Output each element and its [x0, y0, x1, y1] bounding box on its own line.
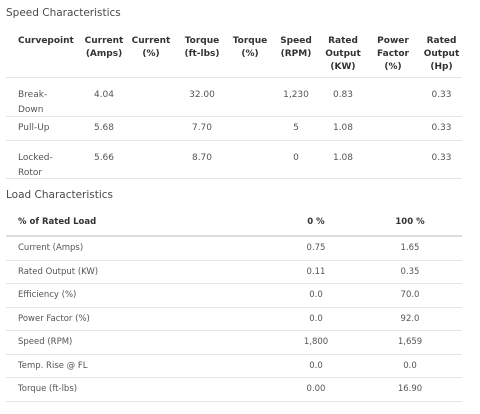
load-row-value-100: 92.0: [400, 313, 420, 324]
load-characteristics-title: Load Characteristics: [6, 189, 114, 201]
cell-speed-rpm: 5: [293, 123, 299, 133]
load-table-row: Current (Amps) 0.75 1.65: [6, 237, 462, 261]
load-row-value-100: 1,659: [397, 337, 423, 347]
load-row-value-0: 0.0: [309, 290, 323, 300]
cell-rated-output-hp: 0.33: [431, 90, 452, 100]
cell-rated-output-hp: 0.33: [431, 123, 452, 133]
cell-curvepoint: Break- Down: [18, 90, 48, 115]
load-table-row: Temp. Rise @ FL 0.0 0.0: [6, 355, 462, 378]
load-characteristics-table: % of Rated Load 0 % 100 % Current (Amps)…: [6, 210, 462, 402]
load-table-row: Speed (RPM) 1,800 1,659: [6, 331, 462, 355]
load-row-value-0: 1,800: [303, 337, 329, 347]
load-header-label: % of Rated Load: [18, 217, 97, 227]
load-row-label: Power Factor (%): [18, 313, 90, 324]
header-torque-pct: Torque (%): [232, 36, 268, 59]
load-row-label: Torque (ft-lbs): [18, 384, 78, 394]
cell-rated-output-hp: 0.33: [431, 153, 452, 163]
cell-torque-ftlbs: 8.70: [191, 153, 213, 163]
load-row-label: Efficiency (%): [18, 290, 77, 300]
cell-rated-output-kw: 1.08: [332, 123, 354, 133]
load-table-row: Torque (ft-lbs) 0.00 16.90: [6, 378, 462, 402]
load-row-value-100: 70.0: [400, 290, 420, 300]
load-header-col1: 100 %: [395, 217, 425, 227]
cell-torque-ftlbs: 7.70: [191, 123, 213, 133]
cell-speed-rpm: 0: [293, 153, 299, 163]
cell-rated-output-kw: 0.83: [332, 90, 354, 100]
load-table-row: Rated Output (KW) 0.11 0.35: [6, 261, 462, 284]
cell-rated-output-kw: 1.08: [332, 153, 354, 163]
header-current-amps: Current (Amps): [84, 36, 124, 59]
speed-table-row: Locked- Rotor 5.66 8.70 0 1.08 0.33: [6, 141, 462, 179]
header-torque-ftlbs: Torque (ft-lbs): [184, 36, 220, 59]
speed-table-header-row: Curvepoint Current (Amps) Current (%) Torque(…: [6, 32, 462, 78]
cell-current-amps: 5.68: [93, 123, 115, 133]
load-header-col0: 0 %: [307, 217, 325, 227]
cell-speed-rpm: 1,230: [283, 90, 309, 100]
load-row-value-0: 0.75: [306, 243, 326, 253]
load-row-label: Speed (RPM): [18, 337, 73, 347]
cell-current-amps: 4.04: [93, 90, 115, 100]
header-power-factor-pct: Power Factor (%): [377, 36, 409, 72]
load-row-value-100: 1.65: [400, 243, 420, 253]
header-rated-output-kw: Rated Output (KW): [325, 36, 361, 72]
load-table-row: Efficiency (%) 0.0 70.0: [6, 284, 462, 308]
speed-characteristics-table: Curvepoint Current (Amps) Current (%) Torque(…: [6, 32, 462, 179]
speed-characteristics-title: Speed Characteristics: [6, 7, 121, 19]
header-curvepoint: Curvepoint: [18, 36, 74, 46]
header-speed-rpm: Speed (RPM): [280, 36, 312, 59]
load-row-value-100: 0.35: [400, 266, 420, 277]
load-row-value-0: 0.0: [309, 313, 323, 324]
load-row-value-0: 0.0: [309, 360, 323, 371]
load-row-value-0: 0.00: [306, 384, 326, 394]
load-row-label: Temp. Rise @ FL: [18, 360, 88, 371]
load-row-label: Current (Amps): [18, 243, 84, 253]
cell-curvepoint: Locked- Rotor: [18, 153, 53, 178]
load-row-value-100: 0.0: [403, 360, 417, 371]
load-row-value-100: 16.90: [397, 384, 423, 394]
cell-torque-ftlbs: 32.00: [189, 90, 215, 100]
load-table-header-row: % of Rated Load 0 % 100 %: [6, 210, 462, 237]
cell-current-amps: 5.66: [93, 153, 115, 163]
header-current-pct: Current (%): [131, 36, 171, 59]
load-row-value-0: 0.11: [306, 266, 326, 277]
header-rated-output-hp: Rated Output (Hp): [423, 36, 460, 72]
load-table-row: Power Factor (%) 0.0 92.0: [6, 308, 462, 331]
cell-curvepoint: Pull-Up: [18, 123, 50, 133]
speed-table-row: Pull-Up 5.68 7.70 5 1.08 0.33: [6, 117, 462, 141]
speed-table-row: Break- Down 4.04 32.00 1,230 0.83 0.33: [6, 78, 462, 117]
load-row-label: Rated Output (KW): [18, 266, 99, 277]
